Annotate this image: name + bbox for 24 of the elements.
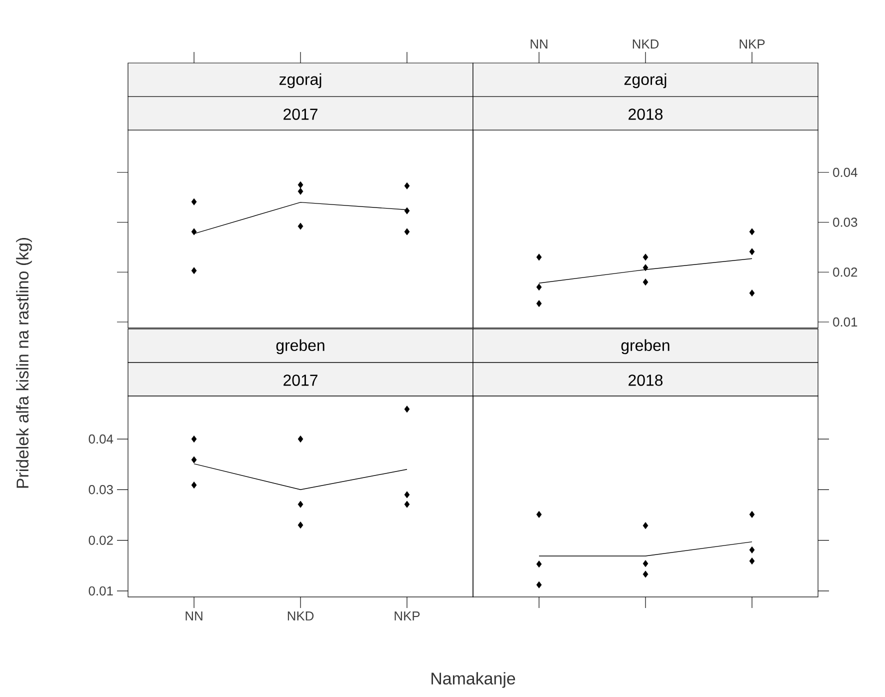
chart-title: greben [276,339,324,354]
x-tick-label: NN [186,612,202,620]
y-tick-label: 0.04 [833,168,858,177]
chart-subtitle: 2017 [284,108,318,120]
y-tick-label: 0.02 [88,536,113,545]
y-tick-label: 0.02 [833,268,858,277]
x-tick-label: NKP [394,612,420,620]
chart-subtitle: 2017 [284,374,318,386]
x-tick-label: NN [530,40,548,48]
x-tick-label: NKD [288,612,314,620]
chart-title: zgoraj [279,73,322,88]
chart-subtitle: 2018 [628,374,663,386]
y-axis-title: Pridelek alfa kislin na rastlino (kg) [16,238,32,488]
y-tick-label: 0.01 [833,317,858,327]
y-tick-label: 0.01 [88,586,113,596]
x-tick-label: NKP [740,40,765,48]
y-tick-label: 0.03 [833,218,858,227]
chart-subtitle: 2018 [628,108,663,120]
x-axis-title: Namakanje [432,672,516,688]
y-tick-label: 0.03 [88,485,113,494]
y-tick-label: 0.04 [88,434,114,444]
chart-title: greben [621,339,670,354]
chart-title: zgoraj [624,73,666,88]
x-tick-label: NKD [632,40,659,48]
